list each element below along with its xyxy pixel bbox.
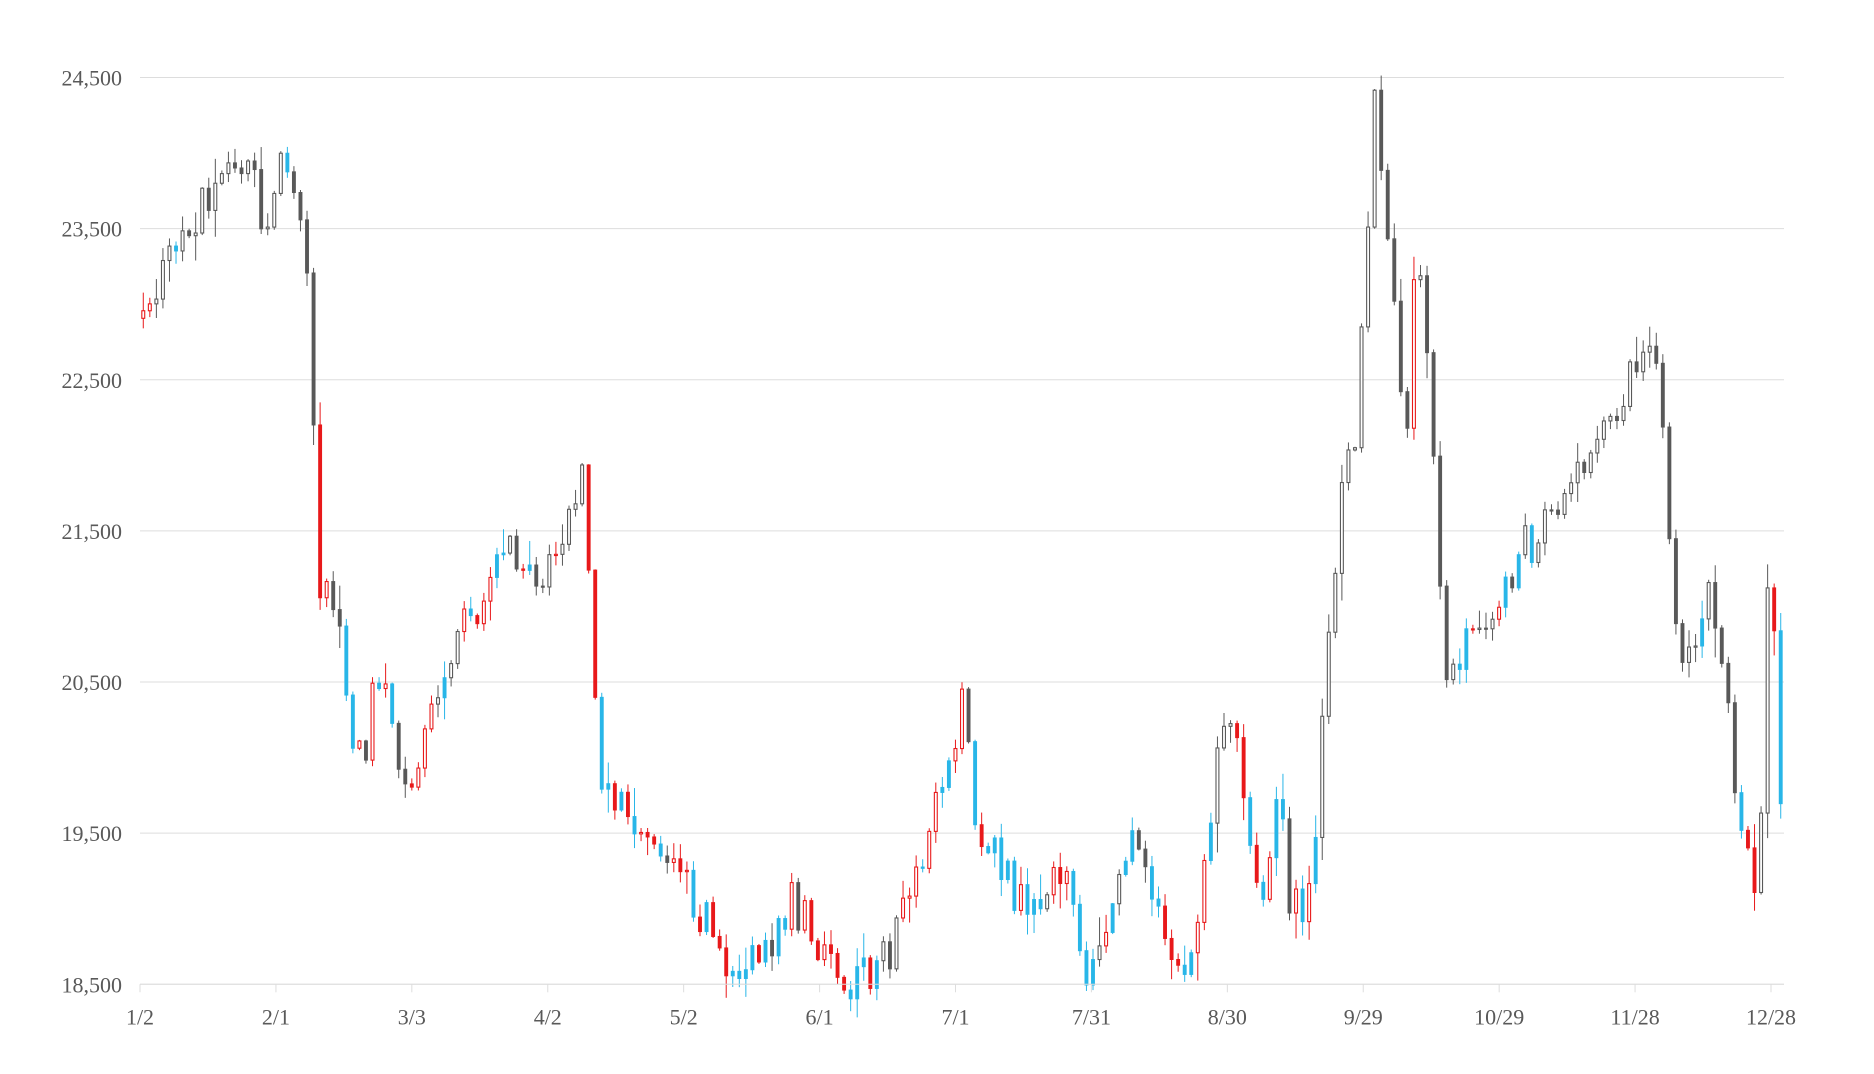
svg-text:6/1: 6/1 <box>806 1004 834 1029</box>
svg-text:19,500: 19,500 <box>62 821 123 846</box>
svg-text:12/28: 12/28 <box>1746 1004 1796 1029</box>
svg-text:22,500: 22,500 <box>62 368 123 393</box>
svg-text:23,500: 23,500 <box>62 217 123 242</box>
svg-text:11/28: 11/28 <box>1610 1004 1659 1029</box>
svg-text:18,500: 18,500 <box>62 972 123 997</box>
svg-text:10/29: 10/29 <box>1474 1004 1524 1029</box>
svg-text:1/2: 1/2 <box>126 1004 154 1029</box>
svg-text:8/30: 8/30 <box>1208 1004 1247 1029</box>
svg-text:3/3: 3/3 <box>398 1004 426 1029</box>
svg-text:7/31: 7/31 <box>1072 1004 1111 1029</box>
svg-text:2/1: 2/1 <box>262 1004 290 1029</box>
svg-text:7/1: 7/1 <box>941 1004 969 1029</box>
svg-text:21,500: 21,500 <box>62 519 123 544</box>
svg-text:5/2: 5/2 <box>670 1004 698 1029</box>
svg-text:9/29: 9/29 <box>1344 1004 1383 1029</box>
svg-text:4/2: 4/2 <box>534 1004 562 1029</box>
svg-text:20,500: 20,500 <box>62 670 123 695</box>
svg-text:24,500: 24,500 <box>62 66 123 91</box>
